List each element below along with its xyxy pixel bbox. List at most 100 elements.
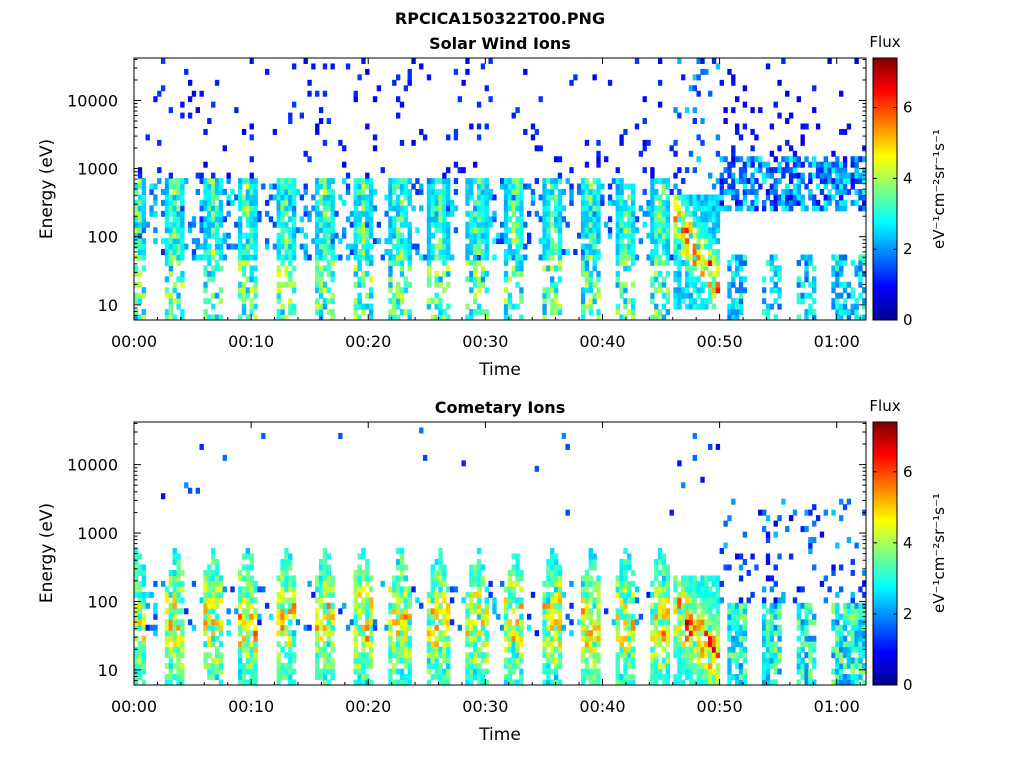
spectrogram-cell <box>168 178 174 185</box>
spectrogram-cell <box>858 624 863 631</box>
spectrogram-cell <box>742 259 748 266</box>
spectrogram-cell <box>338 608 343 615</box>
spectrogram-cell <box>322 183 328 190</box>
spectrogram-cell <box>388 189 393 195</box>
spectrogram-cell <box>700 613 705 620</box>
spectrogram-cell <box>842 259 848 266</box>
spectrogram-cell <box>808 641 813 648</box>
spectrogram-cell <box>442 613 447 620</box>
spectrogram-cell <box>446 586 451 593</box>
spectrogram-cell <box>615 232 620 239</box>
spectrogram-cell <box>276 657 281 664</box>
spectrogram-cell <box>627 309 632 316</box>
spectrogram-cell <box>704 194 709 201</box>
spectrogram-cell <box>588 558 593 565</box>
spectrogram-cell <box>761 509 767 516</box>
spectrogram-cell <box>842 172 848 179</box>
spectrogram-cell <box>765 531 771 538</box>
spectrogram-cell <box>846 292 852 299</box>
spectrogram-cell <box>137 591 143 598</box>
spectrogram-cell <box>180 674 185 681</box>
spectrogram-cell <box>557 624 563 631</box>
spectrogram-cell <box>650 674 655 681</box>
spectrogram-cell <box>134 553 139 560</box>
spectrogram-cell <box>727 663 732 670</box>
spectrogram-cell <box>353 613 358 620</box>
spectrogram-cell <box>661 597 667 604</box>
spectrogram-cell <box>241 199 247 206</box>
spectrogram-cell <box>480 624 486 631</box>
spectrogram-cell <box>322 243 328 250</box>
spectrogram-cell <box>322 580 328 587</box>
spectrogram-cell <box>627 613 632 620</box>
spectrogram-cell <box>731 281 736 288</box>
spectrogram-cell <box>438 281 443 288</box>
spectrogram-cell <box>438 298 443 305</box>
spectrogram-cell <box>677 652 682 659</box>
spectrogram-cell <box>322 657 328 664</box>
spectrogram-cell <box>804 652 809 659</box>
spectrogram-cell <box>480 205 486 212</box>
spectrogram-cell <box>434 558 439 565</box>
spectrogram-cell <box>453 134 459 141</box>
spectrogram-cell <box>839 515 844 522</box>
spectrogram-cell <box>480 249 486 255</box>
spectrogram-cell <box>650 254 655 261</box>
spectrogram-cell <box>318 580 324 587</box>
spectrogram-cell <box>519 635 524 642</box>
spectrogram-cell <box>249 558 254 565</box>
spectrogram-cell <box>804 663 809 670</box>
spectrogram-cell <box>446 619 451 626</box>
spectrogram-cell <box>839 199 844 206</box>
spectrogram-cell <box>369 254 374 261</box>
spectrogram-cell <box>761 526 767 533</box>
spectrogram-cell <box>280 646 285 653</box>
spectrogram-cell <box>677 227 682 234</box>
spectrogram-cell <box>288 205 293 212</box>
spectrogram-cell <box>399 287 405 294</box>
spectrogram-cell <box>503 602 509 609</box>
spectrogram-cell <box>430 641 435 648</box>
spectrogram-cell <box>419 427 424 434</box>
spectrogram-cell <box>484 309 489 316</box>
spectrogram-cell <box>742 531 748 538</box>
spectrogram-cell <box>357 238 362 245</box>
spectrogram-cell <box>557 265 563 272</box>
spectrogram-cell <box>446 194 451 201</box>
spectrogram-cell <box>665 657 671 664</box>
spectrogram-cell <box>742 167 748 174</box>
spectrogram-cell <box>395 205 401 212</box>
spectrogram-cell <box>241 259 247 266</box>
spectrogram-cell <box>399 232 405 239</box>
spectrogram-cell <box>465 602 470 609</box>
spectrogram-cell <box>711 183 717 190</box>
spectrogram-cell <box>715 287 721 294</box>
spectrogram-cell <box>245 287 251 294</box>
spectrogram-cell <box>288 558 293 565</box>
spectrogram-cell <box>661 663 667 670</box>
spectrogram-cell <box>515 646 520 653</box>
spectrogram-cell <box>465 68 470 75</box>
spectrogram-cell <box>476 575 482 582</box>
spectrogram-cell <box>611 178 617 185</box>
spectrogram-cell <box>688 292 694 299</box>
spectrogram-cell <box>288 657 293 664</box>
spectrogram-cell <box>153 580 158 587</box>
spectrogram-cell <box>704 586 709 593</box>
spectrogram-cell <box>214 597 220 604</box>
spectrogram-cell <box>284 265 289 272</box>
spectrogram-cell <box>708 298 713 305</box>
spectrogram-cell <box>661 243 667 250</box>
spectrogram-cell <box>804 183 809 190</box>
spectrogram-cell <box>839 624 844 631</box>
spectrogram-cell <box>365 657 370 664</box>
spectrogram-cell <box>688 276 694 283</box>
spectrogram-cell <box>696 243 701 250</box>
spectrogram-cell <box>249 553 254 560</box>
spectrogram-cell <box>708 270 713 277</box>
spectrogram-cell <box>318 254 324 261</box>
spectrogram-cell <box>592 265 597 272</box>
spectrogram-cell <box>180 281 185 288</box>
spectrogram-cell <box>704 597 709 604</box>
spectrogram-cell <box>796 281 801 288</box>
